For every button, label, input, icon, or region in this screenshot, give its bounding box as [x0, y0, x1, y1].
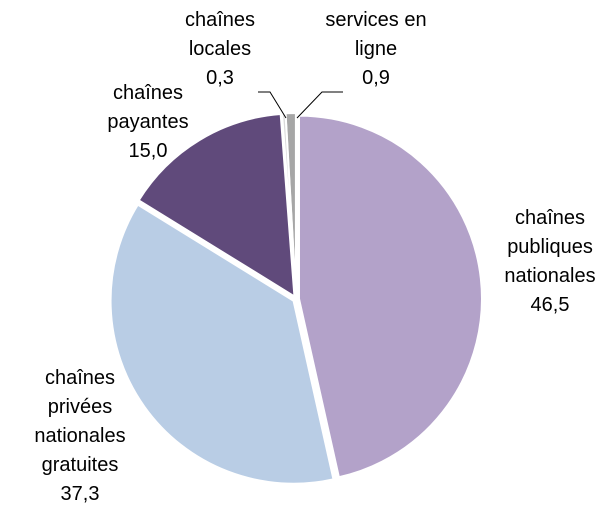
slice-label: chaînes payantes: [107, 82, 189, 133]
value-label: 15,0: [128, 140, 168, 162]
slice-label: services en ligne: [325, 9, 427, 60]
leader-line: [258, 91, 287, 119]
value-label: 37,3: [60, 483, 100, 505]
pie-slice: [137, 112, 296, 299]
value-label: 0,3: [206, 67, 234, 89]
pie-slice: [297, 114, 483, 479]
leader-line: [296, 91, 343, 119]
value-label: 0,9: [362, 67, 390, 89]
slice-label: chaînes privées nationales gratuites: [34, 367, 126, 476]
pie-slice: [109, 203, 335, 485]
slice-label: chaînes publiques nationales: [504, 207, 596, 287]
slice-label: chaînes locales: [184, 9, 256, 60]
value-label: 46,5: [530, 294, 570, 316]
